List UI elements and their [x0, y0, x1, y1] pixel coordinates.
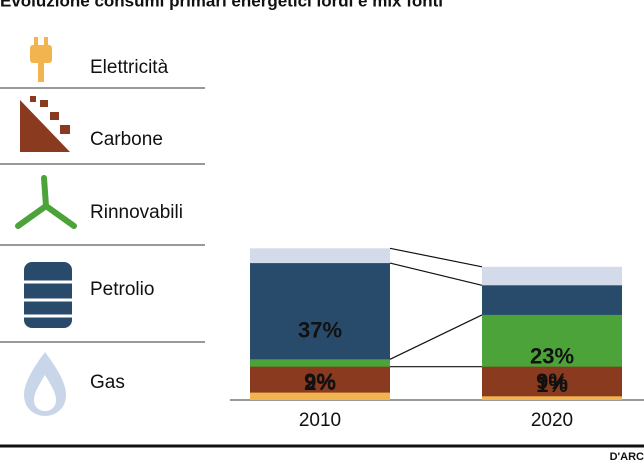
value-label: 23%	[530, 343, 574, 368]
icons	[15, 37, 77, 416]
connector	[389, 314, 483, 360]
legend-dividers	[0, 87, 205, 343]
legend-label: Elettricità	[90, 57, 169, 78]
coal-icon	[20, 96, 70, 152]
barrel-icon	[24, 262, 72, 328]
connector	[389, 262, 483, 286]
bar-segment	[482, 366, 622, 400]
value-label: 37%	[298, 317, 342, 342]
value-label: 1%	[536, 372, 568, 397]
value-label: 9%	[304, 369, 336, 394]
wind-icon	[15, 175, 77, 229]
legend-label: Petrolio	[90, 279, 154, 300]
value-label: 9%	[536, 369, 568, 394]
flame-icon	[24, 352, 66, 416]
x-tick-label: 2020	[531, 410, 573, 431]
source: D'ARC	[610, 451, 644, 463]
legend-label: Carbone	[90, 129, 163, 150]
chart-title: Evoluzione consumi primari energetici lo…	[0, 0, 443, 10]
legend-label: Rinnovabili	[90, 202, 183, 223]
bar-segment	[250, 392, 390, 400]
bar-segment	[482, 396, 622, 400]
connector	[389, 247, 483, 268]
value-label: 2%	[304, 370, 336, 395]
x-tick-label: 2010	[299, 410, 341, 431]
plug-icon	[30, 37, 52, 82]
legend-label: Gas	[90, 372, 125, 393]
